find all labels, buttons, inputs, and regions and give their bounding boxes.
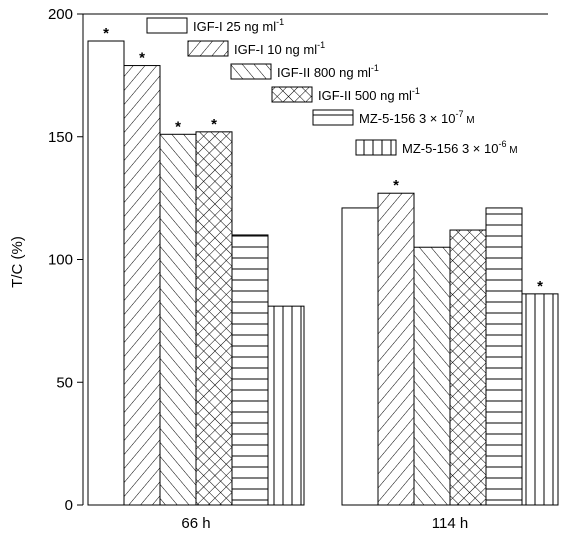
y-axis-label: T/C (%) — [9, 236, 26, 288]
bar — [195, 131, 233, 506]
legend-swatch — [312, 109, 354, 126]
legend-swatch — [230, 63, 272, 80]
x-category-label: 66 h — [181, 515, 210, 532]
legend-label: IGF-I 10 ng ml-1 — [234, 40, 325, 57]
bar — [485, 207, 523, 506]
legend-label-text: IGF-II 800 ng ml — [277, 65, 371, 80]
legend-label-text: IGF-I 10 ng ml — [234, 42, 317, 57]
legend-label-text: MZ-5-156 3 × 10 — [359, 111, 455, 126]
bar — [123, 65, 161, 506]
bar — [449, 229, 487, 506]
significance-marker: * — [103, 25, 109, 42]
significance-marker: * — [139, 50, 145, 67]
significance-marker: * — [211, 116, 217, 133]
legend-label-superscript: -1 — [317, 40, 325, 50]
legend-swatch — [355, 139, 397, 156]
legend-label-text: IGF-I 25 ng ml — [193, 19, 276, 34]
bar — [377, 192, 415, 506]
legend-label-text: MZ-5-156 3 × 10 — [402, 141, 498, 156]
legend-label-superscript: -6 — [498, 139, 506, 149]
significance-marker: * — [175, 118, 181, 135]
legend-label-unit: M — [506, 145, 517, 156]
bar — [231, 234, 269, 506]
bar — [341, 207, 379, 506]
legend-label: IGF-I 25 ng ml-1 — [193, 17, 284, 34]
y-tick-label: 200 — [48, 6, 73, 23]
y-axis-ticks: 0 50 100 150 200 — [48, 6, 83, 514]
legend-label-superscript: -1 — [276, 17, 284, 27]
bar — [521, 293, 559, 506]
bar — [87, 40, 125, 506]
significance-marker: * — [537, 278, 543, 295]
bar — [267, 305, 305, 506]
significance-marker: * — [393, 177, 399, 194]
x-axis-labels: 66 h 114 h — [181, 515, 468, 532]
bar — [413, 246, 451, 506]
legend-label-text: IGF-II 500 ng ml — [318, 88, 412, 103]
x-category-label: 114 h — [432, 515, 468, 532]
legend-label-superscript: -7 — [455, 109, 463, 119]
y-tick-label: 50 — [56, 374, 73, 391]
legend-label: IGF-II 800 ng ml-1 — [277, 63, 379, 80]
y-tick-label: 0 — [65, 497, 73, 514]
y-tick-label: 150 — [48, 129, 73, 146]
y-tick-label: 100 — [48, 252, 73, 269]
bars-group: * * * * * * — [87, 25, 559, 506]
legend-label-superscript: -1 — [412, 86, 420, 96]
legend-label-unit: M — [463, 115, 474, 126]
bar — [159, 133, 197, 506]
legend-swatch — [271, 86, 313, 103]
legend-label-superscript: -1 — [371, 63, 379, 73]
legend-swatch — [146, 17, 188, 34]
legend-label: MZ-5-156 3 × 10-7 M — [359, 109, 475, 126]
legend-swatch — [187, 40, 229, 57]
legend-label: MZ-5-156 3 × 10-6 M — [402, 139, 518, 156]
legend-label: IGF-II 500 ng ml-1 — [318, 86, 420, 103]
